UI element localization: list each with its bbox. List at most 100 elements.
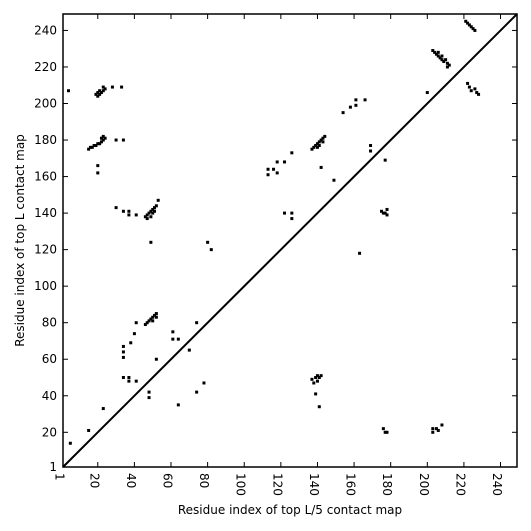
contact-point bbox=[473, 87, 477, 91]
contact-point bbox=[127, 379, 131, 383]
contact-point bbox=[466, 21, 470, 25]
contact-point bbox=[314, 392, 318, 396]
contact-point bbox=[317, 375, 321, 379]
contact-point bbox=[96, 94, 100, 98]
contact-point bbox=[434, 427, 438, 431]
x-axis-ticks: 1 20 40 60 80 100 120 140 160 180 200 220 240 bbox=[53, 14, 504, 496]
contact-point bbox=[354, 103, 358, 107]
contact-point bbox=[381, 211, 385, 215]
contact-point bbox=[314, 375, 318, 379]
contact-point bbox=[317, 144, 321, 148]
contact-point bbox=[171, 337, 175, 341]
contact-point bbox=[176, 403, 180, 407]
contact-point bbox=[110, 85, 114, 89]
contact-point bbox=[147, 211, 151, 215]
contact-points bbox=[66, 19, 481, 445]
contact-point bbox=[385, 430, 389, 434]
contact-point bbox=[266, 167, 270, 171]
x-axis-label: Residue index of top L/5 contact map bbox=[178, 503, 402, 517]
contact-point bbox=[314, 144, 318, 148]
x-tick-label: 160 bbox=[344, 473, 358, 496]
contact-point bbox=[283, 211, 287, 215]
contact-point bbox=[431, 49, 435, 53]
contact-point bbox=[143, 323, 147, 327]
contact-point bbox=[290, 217, 294, 221]
contact-point bbox=[149, 240, 153, 244]
x-tick-label: 120 bbox=[270, 473, 284, 496]
contact-point bbox=[434, 52, 438, 56]
contact-point bbox=[321, 140, 325, 144]
contact-point bbox=[90, 145, 94, 149]
contact-point bbox=[98, 89, 102, 93]
contact-point bbox=[438, 56, 442, 60]
contact-point bbox=[121, 344, 125, 348]
contact-point bbox=[290, 211, 294, 215]
contact-point bbox=[381, 427, 385, 431]
contact-point bbox=[195, 390, 199, 394]
y-tick-label: 200 bbox=[34, 97, 57, 111]
contact-point bbox=[101, 138, 105, 142]
contact-point bbox=[99, 136, 103, 140]
contact-point bbox=[321, 136, 325, 140]
contact-point bbox=[315, 374, 319, 378]
contact-point bbox=[147, 390, 151, 394]
contact-point bbox=[477, 92, 481, 96]
x-tick-label: 220 bbox=[453, 473, 467, 496]
x-tick-label: 20 bbox=[87, 473, 101, 488]
contact-point bbox=[94, 92, 98, 96]
contact-point bbox=[473, 28, 477, 32]
contact-point bbox=[153, 313, 157, 317]
contact-point bbox=[431, 430, 435, 434]
contact-point bbox=[206, 240, 210, 244]
contact-point bbox=[283, 160, 287, 164]
contact-point bbox=[121, 375, 125, 379]
contact-point bbox=[120, 85, 124, 89]
contact-point bbox=[103, 87, 107, 91]
contact-point bbox=[87, 147, 91, 151]
contact-point bbox=[92, 144, 96, 148]
contact-point bbox=[315, 145, 319, 149]
contact-point bbox=[187, 348, 191, 352]
contact-point bbox=[151, 319, 155, 323]
contact-point bbox=[469, 25, 473, 29]
y-tick-label: 1 bbox=[49, 460, 57, 474]
contact-point bbox=[151, 207, 155, 211]
contact-point bbox=[209, 248, 213, 252]
contact-point bbox=[121, 209, 125, 213]
x-tick-label: 180 bbox=[380, 473, 394, 496]
contact-point bbox=[310, 147, 314, 151]
x-tick-label: 140 bbox=[307, 473, 321, 496]
y-tick-label: 220 bbox=[34, 60, 57, 74]
contact-point bbox=[383, 158, 387, 162]
plot-frame bbox=[62, 13, 518, 468]
x-tick-label: 80 bbox=[197, 473, 211, 488]
contact-point bbox=[425, 91, 429, 95]
contact-point bbox=[310, 377, 314, 381]
contact-point bbox=[103, 136, 107, 140]
y-tick-label: 60 bbox=[42, 352, 57, 366]
contact-point bbox=[154, 312, 158, 316]
contact-point bbox=[341, 111, 345, 115]
contact-point bbox=[98, 142, 102, 146]
contact-point bbox=[471, 27, 475, 31]
contact-point bbox=[442, 59, 446, 63]
x-tick-label: 100 bbox=[234, 473, 248, 496]
contact-point bbox=[436, 50, 440, 54]
contact-point bbox=[176, 337, 180, 341]
contact-point bbox=[358, 251, 362, 255]
y-tick-label: 80 bbox=[42, 316, 57, 330]
contact-point bbox=[315, 142, 319, 146]
contact-point bbox=[332, 178, 336, 182]
contact-point bbox=[94, 144, 98, 148]
contact-point bbox=[147, 319, 151, 323]
contact-point bbox=[154, 204, 158, 208]
contact-point bbox=[447, 63, 451, 67]
contact-point bbox=[134, 213, 138, 217]
contact-point bbox=[369, 144, 373, 148]
x-tick-label: 240 bbox=[490, 473, 504, 496]
contact-point bbox=[275, 171, 279, 175]
contact-point bbox=[121, 350, 125, 354]
contact-point bbox=[154, 315, 158, 319]
x-tick-label: 60 bbox=[161, 473, 175, 488]
